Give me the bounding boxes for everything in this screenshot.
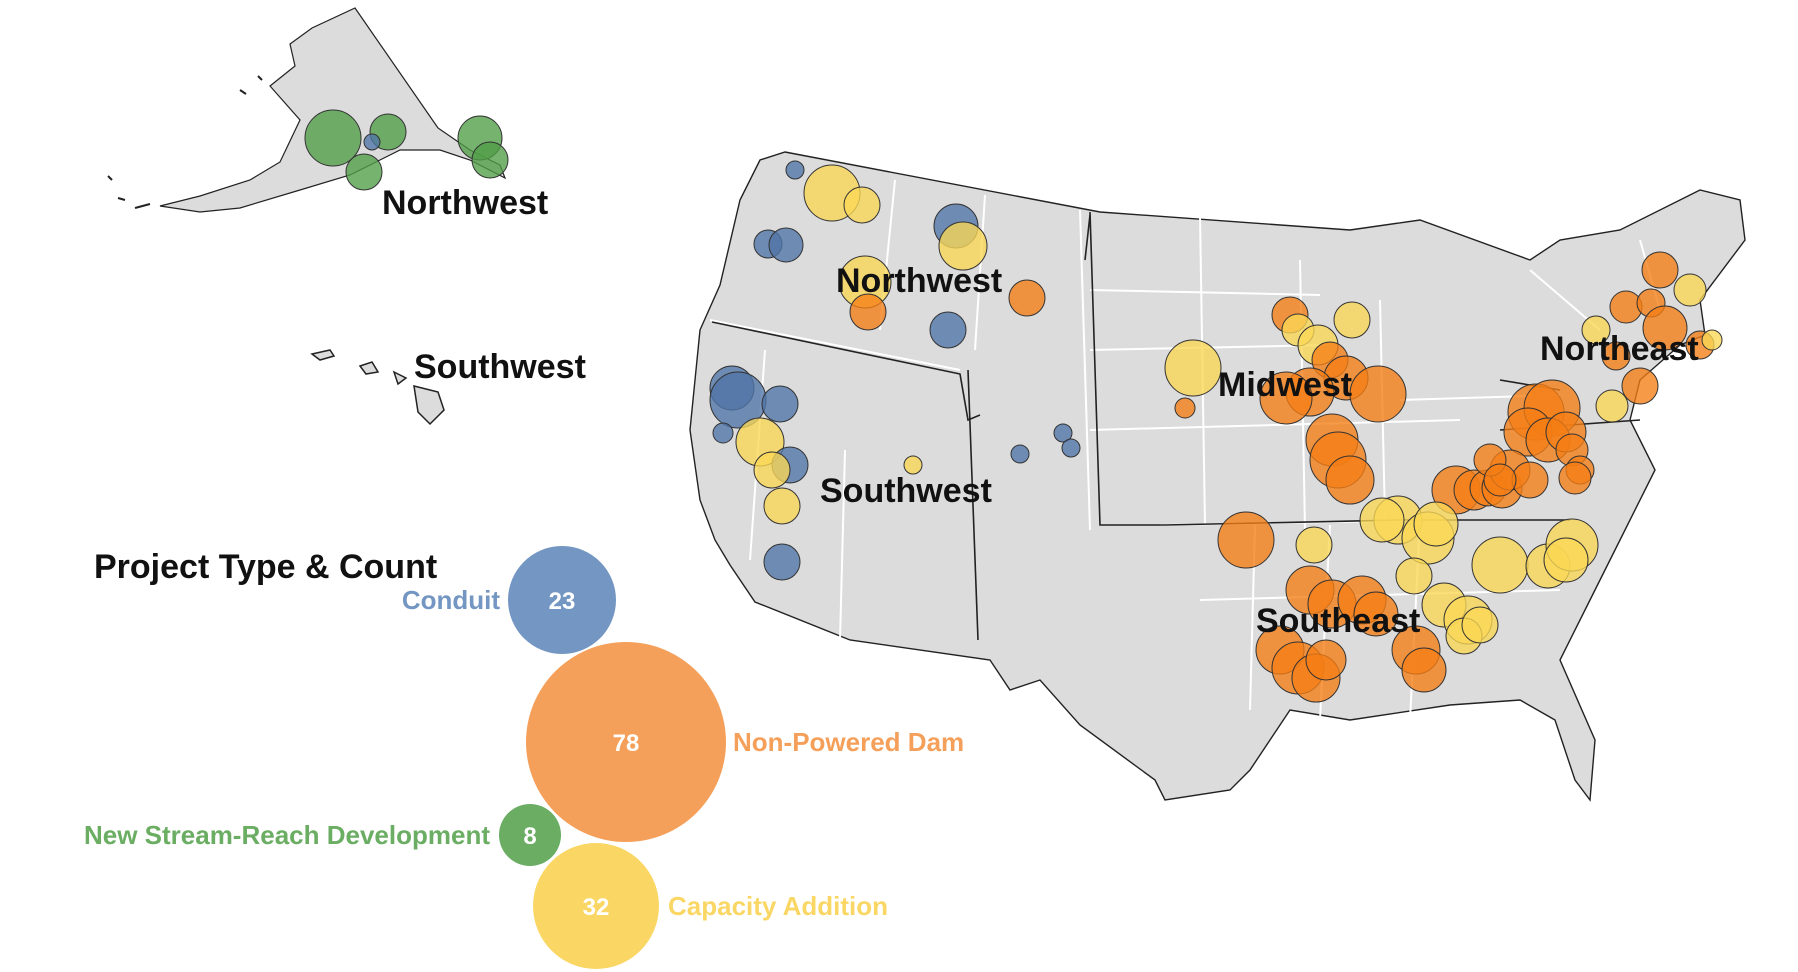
legend-bubble-cap: [533, 843, 659, 969]
legend-label-nsd: New Stream-Reach Development: [84, 820, 490, 850]
project-site-npd[interactable]: [1349, 365, 1407, 423]
legend-bubble-nsd: [499, 804, 561, 866]
project-site-npd[interactable]: [1511, 461, 1549, 499]
hawaii-islands: [310, 349, 445, 426]
legend-label-npd: Non-Powered Dam: [733, 727, 964, 757]
legend-label-cap: Capacity Addition: [668, 891, 888, 921]
project-site-cap[interactable]: [1413, 501, 1459, 547]
project-site-nsd[interactable]: [304, 109, 362, 167]
project-site-npd[interactable]: [1601, 341, 1631, 371]
project-site-cap[interactable]: [1359, 497, 1405, 543]
legend: Project Type & Count 23 Conduit 78 Non-P…: [84, 546, 964, 969]
project-site-conduit[interactable]: [761, 385, 799, 423]
project-site-cap[interactable]: [1595, 389, 1629, 423]
project-site-cap[interactable]: [1673, 273, 1707, 307]
project-site-npd[interactable]: [849, 293, 887, 331]
project-site-conduit[interactable]: [712, 422, 734, 444]
alaska-islands: [107, 75, 263, 209]
project-site-conduit[interactable]: [1053, 423, 1073, 443]
project-site-npd[interactable]: [1259, 371, 1313, 425]
legend-bubble-npd: [526, 642, 726, 842]
legend-label-conduit: Conduit: [402, 585, 501, 615]
project-site-cap[interactable]: [1395, 557, 1433, 595]
project-site-npd[interactable]: [1621, 367, 1659, 405]
legend-count-nsd: 8: [523, 823, 536, 850]
project-site-npd[interactable]: [1641, 251, 1679, 289]
project-site-conduit[interactable]: [363, 133, 381, 151]
project-site-cap[interactable]: [1164, 339, 1222, 397]
project-site-cap[interactable]: [843, 186, 881, 224]
project-site-npd[interactable]: [1558, 461, 1592, 495]
region-label-southeast: Southeast: [1256, 602, 1420, 640]
project-site-npd[interactable]: [1325, 455, 1375, 505]
project-site-cap[interactable]: [1461, 606, 1499, 644]
legend-count-cap: 32: [583, 894, 610, 921]
region-labels: Northwest Southwest Northwest Southwest …: [382, 184, 1699, 640]
project-site-conduit[interactable]: [763, 543, 801, 581]
project-site-npd[interactable]: [1401, 647, 1447, 693]
project-site-cap[interactable]: [1543, 537, 1589, 583]
project-site-cap[interactable]: [938, 221, 988, 271]
project-site-nsd[interactable]: [345, 153, 383, 191]
project-site-npd[interactable]: [1217, 511, 1275, 569]
region-label-southwest: Southwest: [820, 472, 992, 510]
project-site-conduit[interactable]: [768, 227, 804, 263]
project-site-cap[interactable]: [1701, 329, 1723, 351]
project-site-conduit[interactable]: [785, 160, 805, 180]
project-site-npd[interactable]: [1008, 279, 1046, 317]
region-label-hawaii-southwest: Southwest: [414, 348, 586, 386]
project-site-cap[interactable]: [753, 451, 791, 489]
legend-count-npd: 78: [613, 730, 640, 757]
project-site-conduit[interactable]: [929, 311, 967, 349]
project-site-cap[interactable]: [763, 487, 801, 525]
project-site-npd[interactable]: [1305, 639, 1347, 681]
region-label-northeast: Northeast: [1540, 330, 1699, 368]
legend-count-conduit: 23: [549, 588, 576, 615]
project-sites: [304, 109, 1723, 703]
project-site-npd[interactable]: [1174, 397, 1196, 419]
project-site-npd[interactable]: [1642, 305, 1688, 351]
project-site-cap[interactable]: [1471, 536, 1529, 594]
project-site-npd[interactable]: [1483, 463, 1517, 497]
region-label-midwest: Midwest: [1218, 366, 1352, 404]
legend-title: Project Type & Count: [94, 548, 437, 586]
region-label-northwest: Northwest: [836, 262, 1002, 300]
hawaii-inset: [310, 349, 445, 426]
project-site-nsd[interactable]: [471, 141, 509, 179]
project-site-cap[interactable]: [1295, 526, 1333, 564]
alaska-inset: [107, 7, 507, 213]
project-site-npd[interactable]: [1353, 591, 1399, 637]
project-site-conduit[interactable]: [1061, 438, 1081, 458]
project-site-conduit[interactable]: [1010, 444, 1030, 464]
legend-bubble-conduit: [508, 546, 616, 654]
project-site-cap[interactable]: [1581, 315, 1611, 345]
project-site-cap[interactable]: [1333, 301, 1371, 339]
project-site-cap[interactable]: [903, 455, 923, 475]
region-label-alaska-northwest: Northwest: [382, 184, 548, 222]
